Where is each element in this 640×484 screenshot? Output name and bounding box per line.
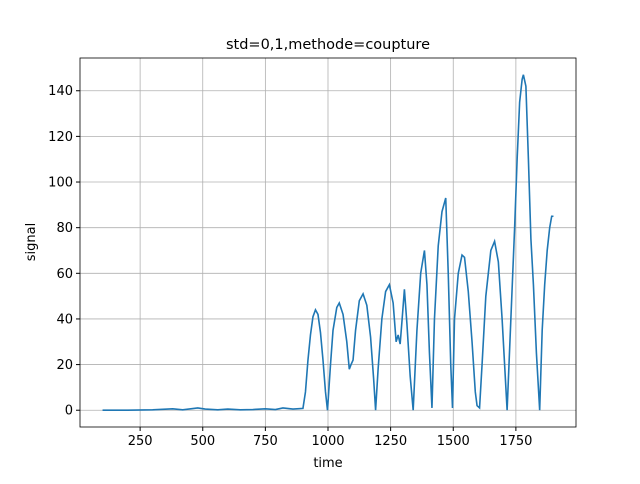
x-tick-label: 1250 <box>374 434 407 449</box>
y-tick-label: 80 <box>56 221 73 236</box>
x-tick-label: 1500 <box>437 434 470 449</box>
x-tick-label: 250 <box>128 434 153 449</box>
x-tick-label: 500 <box>190 434 215 449</box>
y-tick-label: 40 <box>56 312 73 327</box>
chart-title: std=0,1,methode=coupture <box>226 37 430 53</box>
y-tick-label: 60 <box>56 267 73 282</box>
y-axis-label: signal <box>24 223 39 261</box>
y-tick-label: 140 <box>48 84 73 99</box>
y-tick-label: 100 <box>48 176 73 191</box>
data-line <box>102 74 554 412</box>
y-tick-label: 120 <box>48 130 73 145</box>
x-tick-label: 750 <box>253 434 278 449</box>
x-axis-label: time <box>313 456 342 471</box>
y-tick-label: 20 <box>56 358 73 373</box>
y-tick-label: 0 <box>65 404 73 419</box>
x-tick-label: 1750 <box>499 434 532 449</box>
plot-frame <box>79 57 577 428</box>
x-tick-label: 1000 <box>311 434 344 449</box>
